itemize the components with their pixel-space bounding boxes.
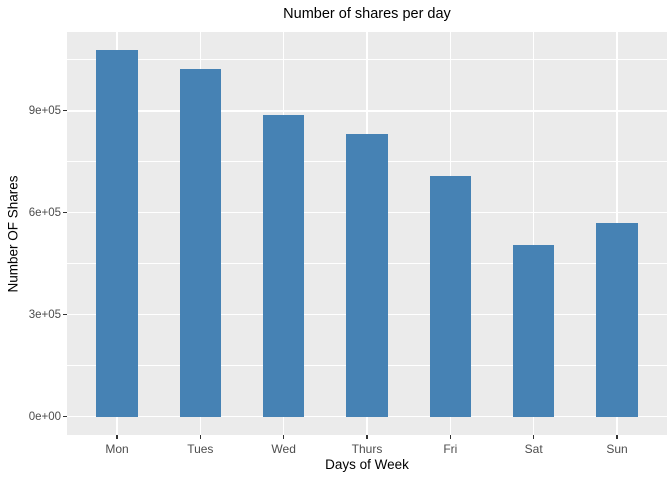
y-tick-label: 3e+05 <box>28 308 61 321</box>
x-tick-label: Tues <box>187 442 214 456</box>
bar-wed <box>262 114 305 417</box>
x-tick-mark <box>533 435 535 439</box>
plot-panel <box>67 32 667 435</box>
x-tick-mark <box>199 435 201 439</box>
x-tick-label: Mon <box>105 442 129 456</box>
x-tick-label: Sat <box>524 442 543 456</box>
x-tick-mark <box>449 435 451 439</box>
x-axis-title: Days of Week <box>325 457 409 472</box>
x-tick-label: Sun <box>606 442 628 456</box>
bar-mon <box>96 49 138 417</box>
bar-sun <box>596 222 638 417</box>
v-gridline-major <box>532 32 535 435</box>
y-tick-label: 9e+05 <box>28 104 61 117</box>
bar-fri <box>429 176 472 417</box>
x-tick-label: Fri <box>443 442 458 456</box>
x-tick-label: Wed <box>271 442 296 456</box>
x-tick-mark <box>366 435 368 439</box>
y-tick-mark <box>63 416 67 418</box>
y-tick-label: 0e+00 <box>28 410 61 423</box>
chart-title: Number of shares per day <box>283 6 451 22</box>
x-axis: Mon Tues Wed Thurs Fri Sat Sun <box>67 435 667 459</box>
y-tick-mark <box>63 110 67 112</box>
x-tick-mark <box>283 435 285 439</box>
y-axis: 0e+00 3e+05 6e+05 9e+05 <box>0 32 61 435</box>
x-tick-mark <box>116 435 118 439</box>
x-tick-mark <box>616 435 618 439</box>
bar-thurs <box>346 133 388 417</box>
y-tick-mark <box>63 314 67 316</box>
bar-tues <box>179 69 222 417</box>
bar-sat <box>512 245 555 417</box>
y-tick-label: 6e+05 <box>28 206 61 219</box>
x-tick-label: Thurs <box>351 442 383 456</box>
y-tick-mark <box>63 212 67 214</box>
